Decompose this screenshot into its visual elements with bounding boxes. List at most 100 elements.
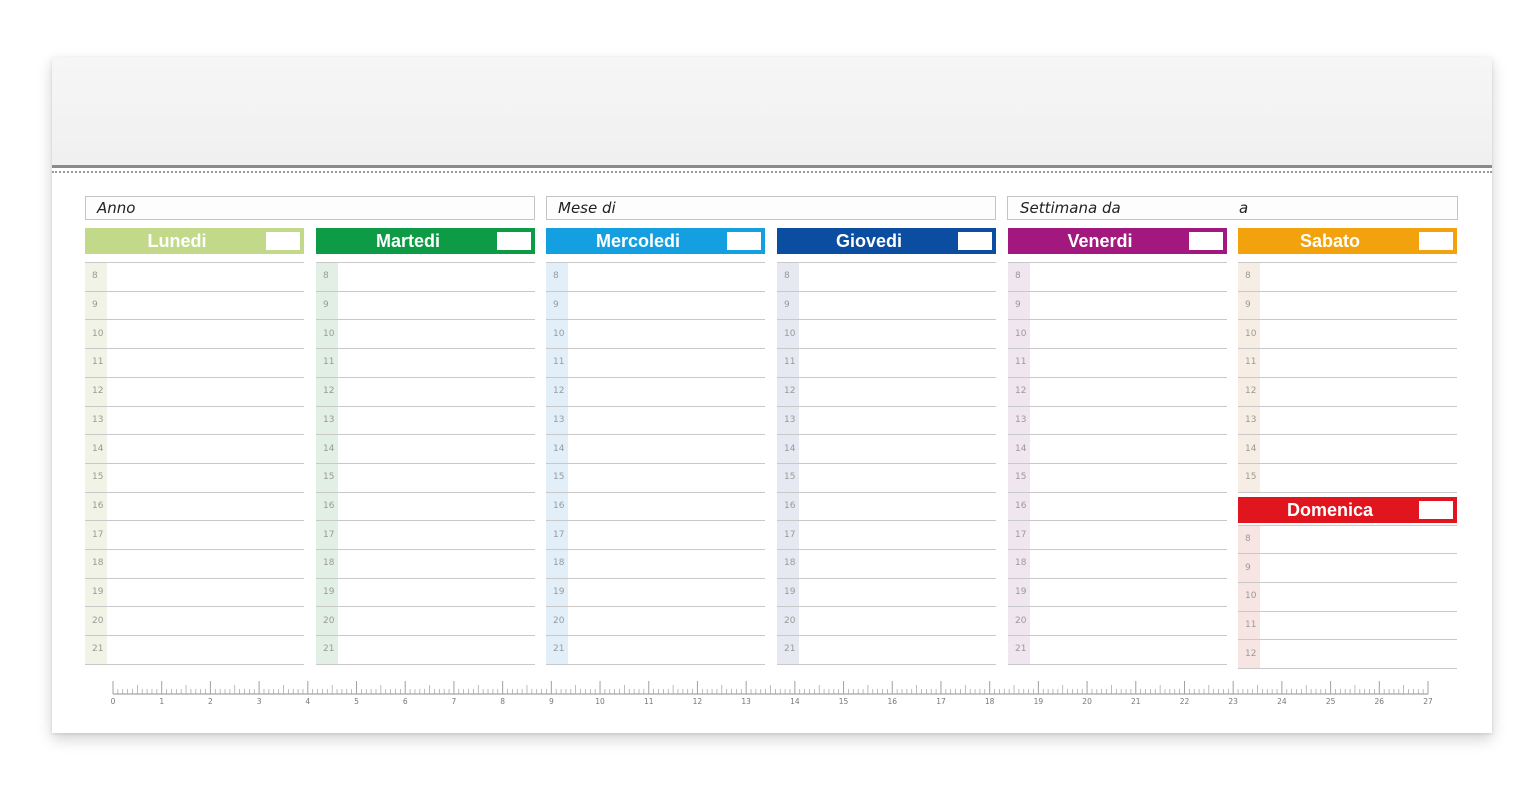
date-box[interactable] (497, 232, 531, 250)
hour-row[interactable]: 16 (1008, 492, 1227, 521)
hour-row[interactable]: 14 (546, 434, 765, 463)
hour-row[interactable]: 12 (777, 377, 996, 406)
day-name: Domenica (1286, 499, 1374, 520)
hour-row[interactable]: 8 (546, 262, 765, 291)
hour-row[interactable]: 15 (1238, 463, 1457, 492)
hour-row[interactable]: 18 (85, 549, 304, 578)
hour-row[interactable]: 16 (777, 492, 996, 521)
hour-row[interactable]: 10 (546, 319, 765, 348)
hour-row[interactable]: 8 (1238, 262, 1457, 291)
hour-row[interactable]: 8 (777, 262, 996, 291)
hour-row[interactable]: 14 (1008, 434, 1227, 463)
hour-row[interactable]: 16 (546, 492, 765, 521)
hour-row[interactable]: 19 (1008, 578, 1227, 607)
ruler-label: 21 (1131, 697, 1141, 706)
hour-row[interactable]: 13 (1238, 406, 1457, 435)
hour-row[interactable]: 15 (546, 463, 765, 492)
hour-row[interactable]: 21 (85, 635, 304, 664)
hour-row[interactable]: 9 (85, 291, 304, 320)
hour-row[interactable]: 18 (1008, 549, 1227, 578)
hour-row[interactable]: 20 (1008, 606, 1227, 635)
anno-field[interactable]: Anno (85, 196, 535, 220)
hour-row[interactable]: 20 (316, 606, 535, 635)
hour-row[interactable]: 15 (777, 463, 996, 492)
hour-row[interactable]: 14 (316, 434, 535, 463)
hour-row[interactable]: 10 (85, 319, 304, 348)
hour-row[interactable]: 15 (85, 463, 304, 492)
hour-row[interactable]: 10 (777, 319, 996, 348)
hour-row[interactable]: 12 (1238, 639, 1457, 668)
hour-row[interactable]: 14 (777, 434, 996, 463)
hour-row[interactable]: 12 (1238, 377, 1457, 406)
row-line (546, 549, 765, 550)
hour-row[interactable]: 14 (85, 434, 304, 463)
hour-row[interactable]: 13 (85, 406, 304, 435)
hour-row[interactable]: 16 (316, 492, 535, 521)
row-line (777, 376, 996, 378)
date-box[interactable] (1189, 232, 1223, 250)
hour-row[interactable]: 11 (777, 348, 996, 377)
hour-row[interactable]: 11 (546, 348, 765, 377)
hour-row[interactable]: 16 (85, 492, 304, 521)
row-line (85, 606, 304, 608)
hour-row[interactable]: 10 (1238, 582, 1457, 611)
hour-row[interactable]: 11 (1238, 348, 1457, 377)
hour-row[interactable]: 14 (1238, 434, 1457, 463)
hour-row[interactable]: 11 (85, 348, 304, 377)
hour-row[interactable]: 10 (1238, 319, 1457, 348)
hour-row[interactable]: 15 (316, 463, 535, 492)
hour-row[interactable]: 20 (546, 606, 765, 635)
hour-row[interactable]: 13 (777, 406, 996, 435)
hour-row[interactable]: 9 (546, 291, 765, 320)
hour-row[interactable]: 17 (546, 520, 765, 549)
hour-row[interactable]: 18 (777, 549, 996, 578)
date-box[interactable] (1419, 500, 1453, 519)
hour-row[interactable]: 8 (1008, 262, 1227, 291)
hour-row[interactable]: 12 (316, 377, 535, 406)
hour-row[interactable]: 19 (546, 578, 765, 607)
hour-row[interactable]: 21 (1008, 635, 1227, 664)
hour-row[interactable]: 19 (777, 578, 996, 607)
hour-row[interactable]: 11 (316, 348, 535, 377)
hour-row[interactable]: 8 (85, 262, 304, 291)
hour-row[interactable]: 13 (546, 406, 765, 435)
hour-row[interactable]: 19 (85, 578, 304, 607)
hour-row[interactable]: 13 (316, 406, 535, 435)
hour-row[interactable]: 11 (1238, 611, 1457, 640)
date-box[interactable] (266, 232, 300, 250)
hour-row[interactable]: 9 (1238, 291, 1457, 320)
hour-row[interactable]: 18 (316, 549, 535, 578)
hour-row[interactable]: 9 (777, 291, 996, 320)
hour-row[interactable]: 8 (316, 262, 535, 291)
hour-row[interactable]: 17 (316, 520, 535, 549)
hour-row[interactable]: 19 (316, 578, 535, 607)
hour-row[interactable]: 21 (546, 635, 765, 664)
hour-row[interactable]: 10 (1008, 319, 1227, 348)
hour-row[interactable]: 18 (546, 549, 765, 578)
hour-row[interactable]: 20 (85, 606, 304, 635)
hour-row[interactable]: 12 (85, 377, 304, 406)
hour-number: 10 (1245, 591, 1257, 602)
hour-row[interactable]: 8 (1238, 525, 1457, 554)
hour-row[interactable]: 13 (1008, 406, 1227, 435)
hour-row[interactable]: 11 (1008, 348, 1227, 377)
hour-row[interactable]: 10 (316, 319, 535, 348)
settimana-field[interactable]: Settimana da a (1007, 196, 1458, 220)
hour-row[interactable]: 17 (85, 520, 304, 549)
hour-row[interactable]: 12 (546, 377, 765, 406)
date-box[interactable] (727, 232, 761, 250)
hour-row[interactable]: 15 (1008, 463, 1227, 492)
hour-row[interactable]: 20 (777, 606, 996, 635)
hour-row[interactable]: 9 (316, 291, 535, 320)
date-box[interactable] (958, 232, 992, 250)
hour-row[interactable]: 17 (777, 520, 996, 549)
hour-row[interactable]: 17 (1008, 520, 1227, 549)
hour-row[interactable]: 21 (316, 635, 535, 664)
date-box[interactable] (1419, 232, 1453, 250)
mese-field[interactable]: Mese di (546, 196, 996, 220)
hour-row[interactable]: 9 (1008, 291, 1227, 320)
hour-row[interactable]: 9 (1238, 553, 1457, 582)
hour-row[interactable]: 12 (1008, 377, 1227, 406)
ruler-label: 23 (1228, 697, 1238, 706)
hour-row[interactable]: 21 (777, 635, 996, 664)
